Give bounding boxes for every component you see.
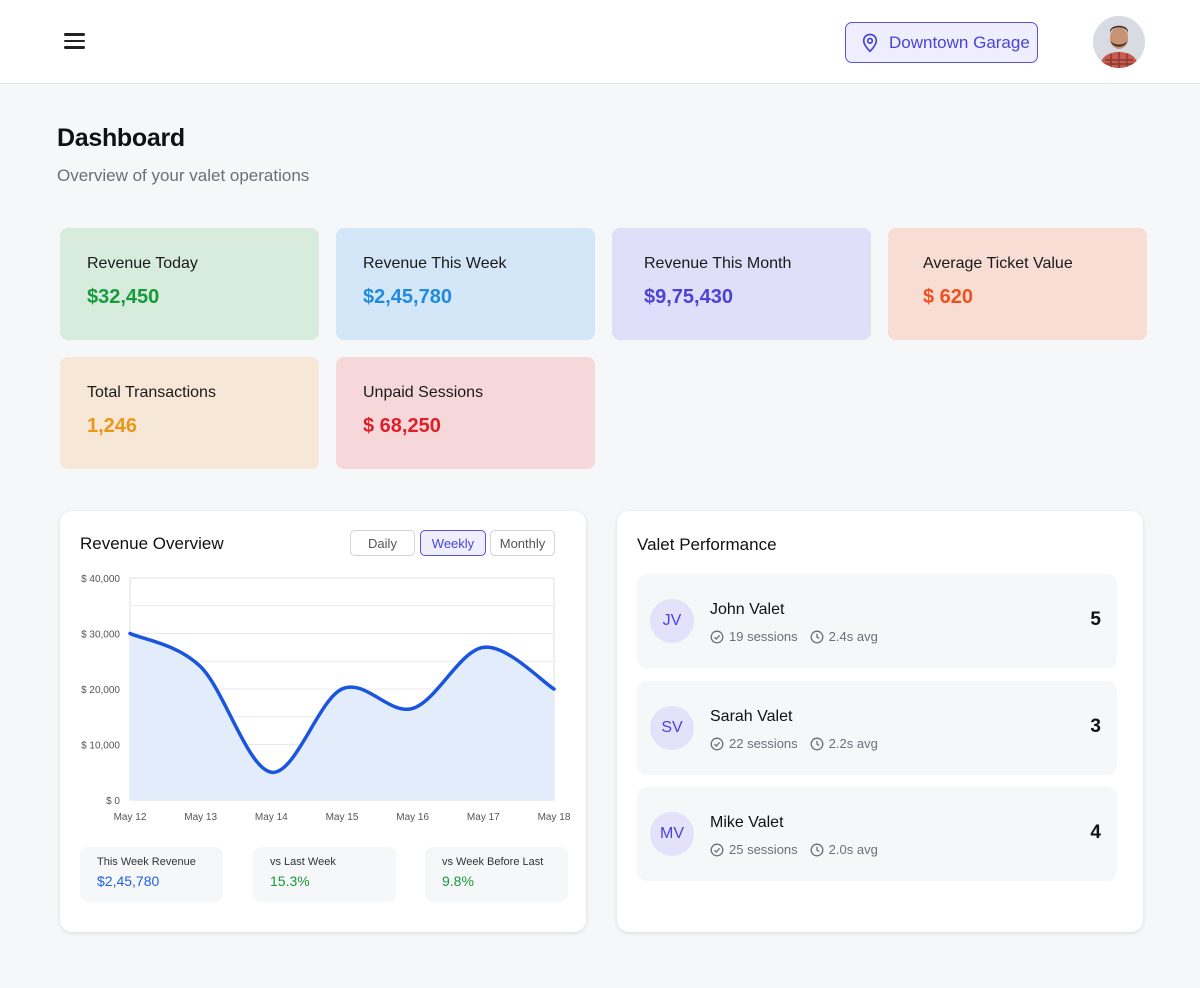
tab-monthly[interactable]: Monthly xyxy=(490,530,555,556)
summary-value: $2,45,780 xyxy=(97,873,160,889)
stat-card-revenue-today[interactable]: Revenue Today $32,450 xyxy=(60,228,319,340)
location-label: Downtown Garage xyxy=(889,32,1030,52)
stat-label: Revenue Today xyxy=(87,255,198,272)
stat-label: Total Transactions xyxy=(87,384,216,401)
stat-value: $ 620 xyxy=(923,286,974,308)
valet-row[interactable]: MV Mike Valet 25 sessions 2.0s avg 4 xyxy=(637,787,1117,881)
tab-weekly[interactable]: Weekly xyxy=(420,530,486,556)
stat-card-total-transactions[interactable]: Total Transactions 1,246 xyxy=(60,357,319,469)
valet-name: Sarah Valet xyxy=(710,708,793,725)
location-selector-button[interactable]: Downtown Garage xyxy=(845,22,1038,63)
check-circle-icon xyxy=(710,737,724,750)
valet-meta: 25 sessions 2.0s avg xyxy=(710,842,878,857)
stat-card-revenue-this-month[interactable]: Revenue This Month $9,75,430 xyxy=(612,228,871,340)
valet-avatar: SV xyxy=(650,706,694,750)
valet-score: 3 xyxy=(1090,716,1101,737)
summary-vs-week-before-last: vs Week Before Last 9.8% xyxy=(425,847,568,902)
valet-avg: 2.2s avg xyxy=(828,736,878,751)
valet-score: 4 xyxy=(1090,822,1101,843)
clock-icon xyxy=(810,630,824,643)
stat-card-revenue-this-week[interactable]: Revenue This Week $2,45,780 xyxy=(336,228,595,340)
stat-label: Unpaid Sessions xyxy=(363,384,484,401)
revenue-chart: $ 0 $ 10,000 $ 20,000 $ 30,000 $ 40,000 May 1… xyxy=(81,574,571,823)
check-circle-icon xyxy=(710,630,724,643)
stat-value: $9,75,430 xyxy=(644,286,733,308)
revenue-overview-title: Revenue Overview xyxy=(80,534,224,553)
map-pin-icon xyxy=(862,33,878,52)
summary-this-week-revenue: This Week Revenue $2,45,780 xyxy=(80,847,223,902)
valet-avatar: MV xyxy=(650,812,694,856)
x-tick-label: May 13 xyxy=(184,812,217,823)
stat-label: Average Ticket Value xyxy=(923,255,1073,272)
page-title: Dashboard xyxy=(57,124,185,152)
valet-name: John Valet xyxy=(710,601,785,618)
y-tick-label: $ 10,000 xyxy=(81,741,120,752)
summary-label: vs Last Week xyxy=(270,856,336,868)
valet-name: Mike Valet xyxy=(710,814,784,831)
x-tick-label: May 14 xyxy=(255,812,288,823)
valet-sessions: 19 sessions xyxy=(729,629,798,644)
x-tick-label: May 17 xyxy=(467,812,500,823)
revenue-area xyxy=(130,633,554,800)
x-tick-label: May 15 xyxy=(326,812,359,823)
stat-value: $32,450 xyxy=(87,286,160,308)
tab-daily[interactable]: Daily xyxy=(350,530,415,556)
stat-card-average-ticket-value[interactable]: Average Ticket Value $ 620 xyxy=(888,228,1147,340)
stat-value: $2,45,780 xyxy=(363,286,452,308)
check-circle-icon xyxy=(710,843,724,856)
summary-value: 9.8% xyxy=(442,873,474,889)
valet-sessions: 22 sessions xyxy=(729,736,798,751)
summary-vs-last-week: vs Last Week 15.3% xyxy=(253,847,396,902)
stat-label: Revenue This Week xyxy=(363,255,507,272)
x-tick-label: May 12 xyxy=(114,812,147,823)
y-tick-label: $ 20,000 xyxy=(81,685,120,696)
valet-meta: 19 sessions 2.4s avg xyxy=(710,629,878,644)
summary-value: 15.3% xyxy=(270,873,310,889)
y-tick-label: $ 0 xyxy=(106,796,120,807)
clock-icon xyxy=(810,843,824,856)
stat-card-unpaid-sessions[interactable]: Unpaid Sessions $ 68,250 xyxy=(336,357,595,469)
y-tick-label: $ 40,000 xyxy=(81,574,120,585)
stat-label: Revenue This Month xyxy=(644,255,792,272)
stat-value: $ 68,250 xyxy=(363,415,441,437)
top-bar: Downtown Garage xyxy=(0,0,1200,84)
stat-value: 1,246 xyxy=(87,415,138,437)
valet-row[interactable]: JV John Valet 19 sessions 2.4s avg 5 xyxy=(637,574,1117,668)
summary-label: vs Week Before Last xyxy=(442,856,544,868)
hamburger-menu-icon[interactable] xyxy=(64,33,88,51)
clock-icon xyxy=(810,737,824,750)
valet-row[interactable]: SV Sarah Valet 22 sessions 2.2s avg 3 xyxy=(637,681,1117,775)
valet-sessions: 25 sessions xyxy=(729,842,798,857)
valet-avg: 2.4s avg xyxy=(828,629,878,644)
valet-avatar: JV xyxy=(650,599,694,643)
x-tick-label: May 16 xyxy=(396,812,429,823)
valet-score: 5 xyxy=(1090,609,1101,630)
user-avatar[interactable] xyxy=(1093,16,1145,68)
valet-meta: 22 sessions 2.2s avg xyxy=(710,736,878,751)
page-subtitle: Overview of your valet operations xyxy=(57,166,310,185)
summary-label: This Week Revenue xyxy=(97,856,196,868)
y-tick-label: $ 30,000 xyxy=(81,630,120,641)
valet-avg: 2.0s avg xyxy=(828,842,878,857)
avatar-image xyxy=(1093,16,1145,68)
valet-performance-title: Valet Performance xyxy=(637,535,777,554)
x-tick-label: May 18 xyxy=(538,812,571,823)
